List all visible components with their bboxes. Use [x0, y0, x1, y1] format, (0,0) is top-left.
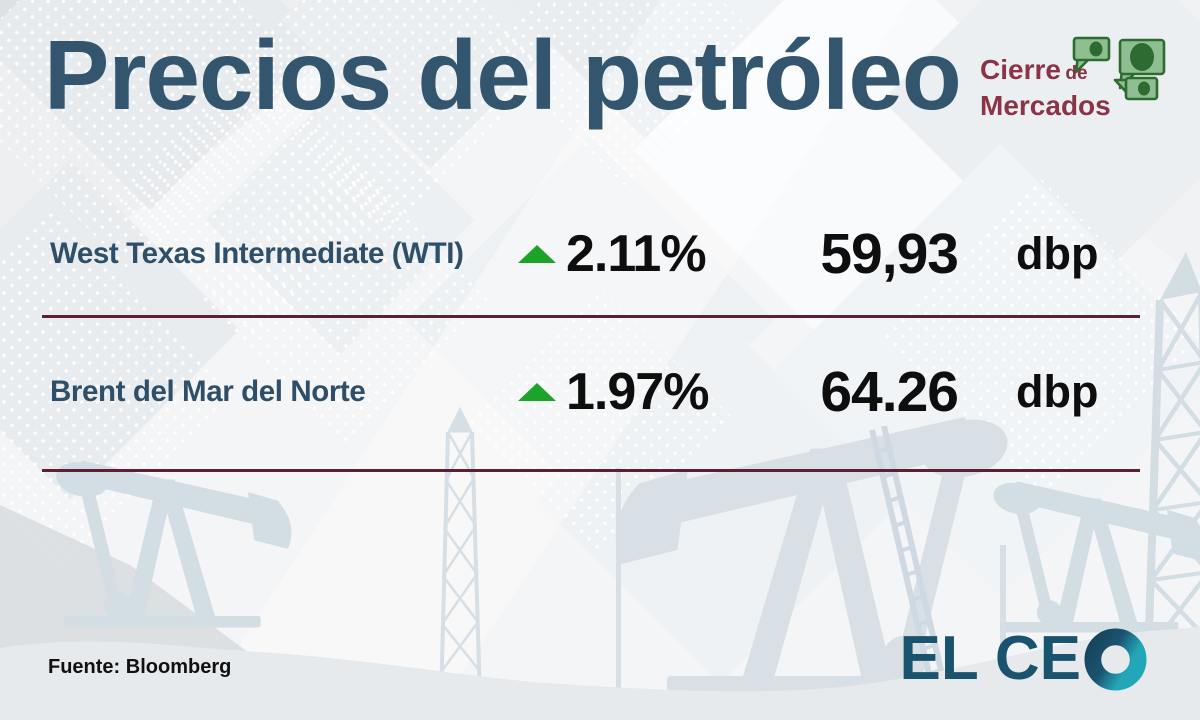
- change-percent: 1.97%: [566, 363, 709, 421]
- brand-line1: Cierre de: [980, 54, 1111, 90]
- change-percent: 2.11%: [566, 225, 707, 283]
- elceo-logo: EL CE O: [900, 626, 1147, 692]
- ground-silhouette: [0, 626, 1200, 720]
- brand-cierre-de-mercados: Cierre de Mercados: [980, 54, 1111, 121]
- page-title: Precios del petróleo: [44, 20, 962, 130]
- price-row-wti: West Texas Intermediate (WTI) 2.11% 59,9…: [0, 218, 1200, 290]
- up-triangle-icon: [518, 383, 556, 401]
- small-derrick-silhouette: [439, 406, 1006, 701]
- price-value: 59,93: [820, 222, 959, 286]
- elceo-logo-text: EL CE: [899, 624, 1081, 693]
- brand-word-mercados: Mercados: [980, 90, 1111, 121]
- instrument-label: Brent del Mar del Norte: [50, 375, 366, 408]
- elceo-logo-o-ring-icon: [1084, 627, 1147, 691]
- price-unit: dbp: [1016, 228, 1099, 279]
- price-value: 64.26: [820, 360, 959, 424]
- brand-word-de: de: [1065, 63, 1088, 84]
- source-credit: Fuente: Bloomberg: [48, 656, 232, 678]
- up-triangle-icon: [518, 245, 556, 263]
- instrument-label: West Texas Intermediate (WTI): [50, 237, 464, 270]
- price-row-brent: Brent del Mar del Norte 1.97% 64.26 dbp: [0, 356, 1200, 428]
- price-unit: dbp: [1016, 366, 1099, 417]
- row-divider: [42, 469, 1140, 472]
- row-divider: [42, 315, 1140, 318]
- brand-word-cierre: Cierre: [980, 54, 1061, 85]
- money-chat-bubbles-icon: [1072, 36, 1166, 101]
